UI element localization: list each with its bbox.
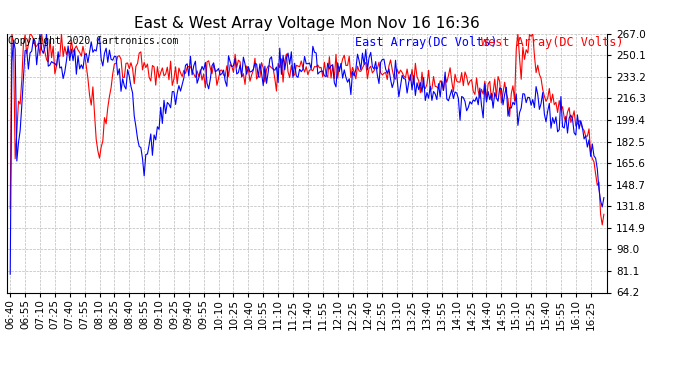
Text: West Array(DC Volts): West Array(DC Volts) (481, 36, 624, 50)
Text: East Array(DC Volts): East Array(DC Volts) (355, 36, 497, 50)
Text: Copyright 2020 Cartronics.com: Copyright 2020 Cartronics.com (8, 36, 179, 46)
Title: East & West Array Voltage Mon Nov 16 16:36: East & West Array Voltage Mon Nov 16 16:… (134, 16, 480, 31)
